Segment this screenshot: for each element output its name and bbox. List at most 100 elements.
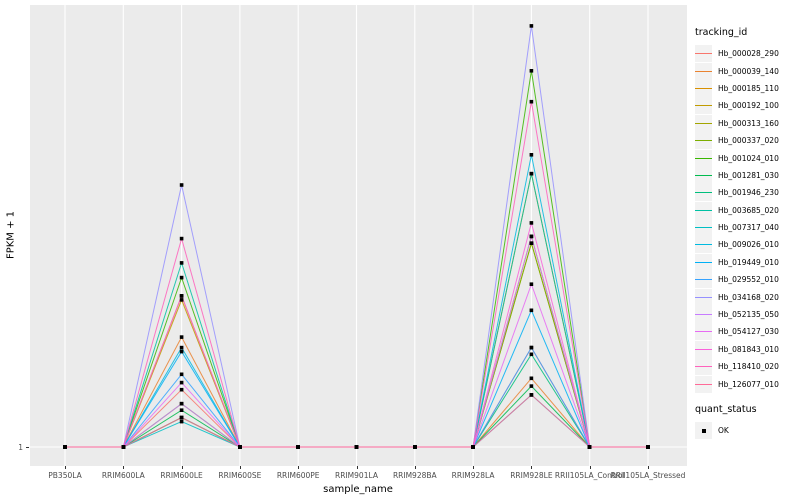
- data-point: [179, 298, 184, 302]
- x-tick-label: RRIM901LA: [335, 471, 378, 480]
- legend-item-label: Hb_001281_030: [718, 170, 779, 180]
- data-point: [529, 384, 534, 388]
- x-axis-title: sample_name: [323, 484, 393, 495]
- data-point: [646, 445, 650, 449]
- legend-item-Hb_029552_010: Hb_029552_010: [695, 271, 799, 289]
- series-color-line-icon: [695, 166, 712, 184]
- data-point: [179, 380, 184, 385]
- series-color-line-icon: [695, 236, 712, 254]
- legend-item-label: Hb_000313_160: [718, 118, 779, 128]
- legend-item-Hb_054127_030: Hb_054127_030: [695, 323, 799, 341]
- series-color-line-icon: [695, 340, 712, 358]
- x-tick-mark: [65, 466, 66, 469]
- legend-item-Hb_118410_020: Hb_118410_020: [695, 358, 799, 376]
- legend-item-label: Hb_009026_010: [718, 240, 779, 250]
- data-point: [529, 171, 534, 176]
- data-point: [179, 294, 184, 298]
- data-point: [179, 387, 184, 392]
- legend-item-label: Hb_000039_140: [718, 66, 779, 76]
- plot-panel: [30, 5, 687, 466]
- legend-item-Hb_001946_230: Hb_001946_230: [695, 184, 799, 202]
- x-tick-label: RRIM928BA: [392, 471, 437, 480]
- data-point: [179, 275, 184, 280]
- data-point: [179, 349, 184, 354]
- x-tick-label: RRIM928LA: [451, 471, 495, 480]
- series-color-line-icon: [695, 132, 712, 150]
- data-point: [179, 261, 184, 265]
- data-point: [529, 345, 534, 350]
- data-point: [179, 419, 184, 424]
- legend-item-Hb_034168_020: Hb_034168_020: [695, 288, 799, 306]
- legend-item-Hb_126077_010: Hb_126077_010: [695, 375, 799, 393]
- legend-item-label: OK: [718, 426, 729, 435]
- data-point: [529, 24, 534, 28]
- series-color-line-icon: [695, 375, 712, 393]
- data-point: [179, 345, 184, 350]
- data-point: [529, 393, 534, 397]
- legend-quant-status: quant_status OK: [695, 404, 799, 439]
- data-point: [179, 183, 184, 187]
- y-tick-label: 1: [18, 443, 23, 452]
- x-tick-label: RRIM600PE: [276, 471, 320, 480]
- x-tick-label: RRIM928LE: [510, 471, 553, 480]
- series-color-line-icon: [695, 97, 712, 115]
- x-tick-mark: [648, 466, 649, 469]
- legend-item-Hb_009026_010: Hb_009026_010: [695, 236, 799, 254]
- legend-item-Hb_003685_020: Hb_003685_020: [695, 201, 799, 219]
- legend-item-label: Hb_081843_010: [718, 344, 779, 354]
- x-tick-mark: [123, 466, 125, 469]
- legend-item-ok: OK: [695, 422, 799, 439]
- data-point: [529, 376, 534, 381]
- x-tick-label: RRII105LA_Control: [554, 471, 625, 480]
- data-point: [121, 445, 126, 449]
- legend-item-label: Hb_000337_020: [718, 136, 779, 146]
- data-point: [529, 282, 534, 286]
- legend-panel: tracking_id Hb_000028_290 Hb_000039_140 Hb…: [695, 27, 799, 439]
- series-color-line-icon: [695, 184, 712, 202]
- series-color-line-icon: [695, 323, 712, 341]
- ok-square-icon: [695, 422, 712, 439]
- data-point: [179, 415, 184, 420]
- series-color-line-icon: [695, 62, 712, 80]
- x-tick-label: RRIM600LE: [160, 471, 203, 480]
- series-color-line-icon: [695, 149, 712, 167]
- series-color-line-icon: [695, 114, 712, 132]
- x-tick-label: PB350LA: [48, 471, 82, 480]
- legend-item-Hb_000337_020: Hb_000337_020: [695, 132, 799, 150]
- data-point: [529, 352, 534, 357]
- legend-item-label: Hb_001946_230: [718, 188, 779, 198]
- legend-item-label: Hb_003685_020: [718, 205, 779, 215]
- data-point: [179, 372, 184, 377]
- legend-item-Hb_007317_040: Hb_007317_040: [695, 219, 799, 237]
- x-tick-mark: [473, 466, 475, 469]
- x-tick-label: RRII105LA_Stressed: [610, 471, 686, 480]
- legend-item-Hb_081843_010: Hb_081843_010: [695, 340, 799, 358]
- x-tick-mark: [181, 466, 183, 469]
- legend-item-label: Hb_034168_020: [718, 292, 779, 302]
- legend-item-label: Hb_007317_040: [718, 223, 779, 233]
- x-tick-label: RRIM600SE: [218, 471, 262, 480]
- data-point: [296, 445, 300, 449]
- series-color-line-icon: [695, 253, 712, 271]
- y-axis-title: FPKM + 1: [5, 210, 17, 260]
- x-tick-mark: [239, 466, 241, 469]
- x-tick-mark: [531, 466, 533, 469]
- series-color-line-icon: [695, 306, 712, 324]
- data-point: [529, 308, 534, 313]
- data-point: [529, 153, 534, 157]
- data-point: [179, 401, 184, 406]
- legend-item-label: Hb_118410_020: [718, 362, 779, 372]
- legend-item-label: Hb_019449_010: [718, 257, 779, 267]
- x-tick-mark: [298, 466, 300, 469]
- data-point: [238, 445, 242, 449]
- legend-item-Hb_052135_050: Hb_052135_050: [695, 306, 799, 324]
- data-point: [179, 236, 184, 241]
- legend-item-label: Hb_029552_010: [718, 275, 779, 285]
- data-point: [471, 445, 475, 449]
- series-color-line-icon: [695, 219, 712, 237]
- legend-item-Hb_000185_110: Hb_000185_110: [695, 79, 799, 97]
- data-point: [529, 69, 534, 73]
- legend-item-Hb_001024_010: Hb_001024_010: [695, 149, 799, 167]
- legend-item-label: Hb_000028_290: [718, 49, 779, 59]
- data-point: [413, 445, 417, 449]
